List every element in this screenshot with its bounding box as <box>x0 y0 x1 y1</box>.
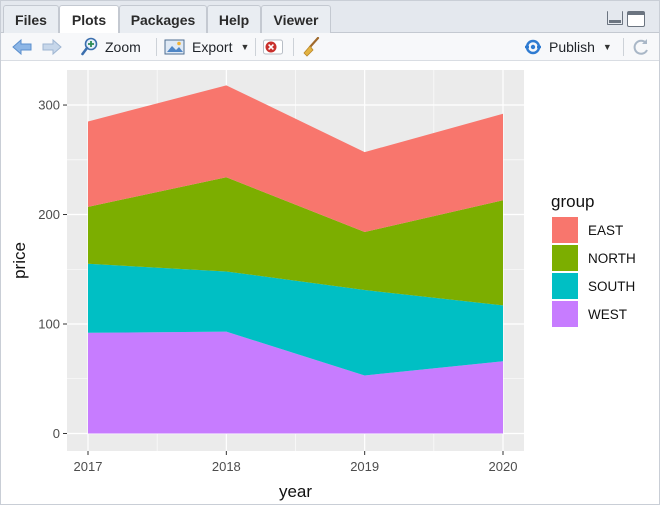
x-axis-title: year <box>279 482 312 501</box>
plot-viewer: 0 100 200 300 2017 2018 2019 2020 year price group… <box>1 62 659 504</box>
y-tick-label: 100 <box>38 317 60 332</box>
tab-bar: Files Plots Packages Help Viewer <box>1 1 659 34</box>
arrow-left-icon <box>12 38 32 56</box>
publish-label: Publish <box>549 39 595 55</box>
zoom-label: Zoom <box>105 39 141 55</box>
legend-label-west: WEST <box>588 307 627 322</box>
forward-button[interactable] <box>41 36 63 58</box>
y-tick-label: 0 <box>53 426 60 441</box>
y-axis-title: price <box>10 242 29 279</box>
x-tick-label: 2019 <box>350 459 379 474</box>
stacked-area-chart: 0 100 200 300 2017 2018 2019 2020 year price group… <box>10 70 636 501</box>
chevron-down-icon: ▼ <box>240 42 250 52</box>
refresh-button[interactable] <box>631 36 651 58</box>
area-series-west <box>88 331 503 434</box>
window-controls <box>607 11 645 27</box>
legend-label-north: NORTH <box>588 251 636 266</box>
plots-toolbar: Zoom Export ▼ <box>1 33 659 61</box>
legend-key-west <box>552 301 578 327</box>
legend-key-south <box>552 273 578 299</box>
toolbar-divider <box>156 38 157 56</box>
tab-viewer[interactable]: Viewer <box>261 5 331 33</box>
maximize-pane-icon[interactable] <box>627 11 645 27</box>
tab-files[interactable]: Files <box>3 5 59 33</box>
export-label: Export <box>192 39 233 55</box>
area-series-south <box>88 263 503 376</box>
remove-plot-button[interactable] <box>263 36 283 58</box>
remove-plot-icon <box>263 39 283 55</box>
legend-key-north <box>552 245 578 271</box>
legend-title: group <box>551 192 594 211</box>
area-series-east <box>88 85 503 233</box>
x-tick-label: 2018 <box>212 459 241 474</box>
legend-key-east <box>552 217 578 243</box>
export-image-icon <box>164 39 185 55</box>
toolbar-divider <box>623 38 624 56</box>
broom-icon <box>303 37 320 57</box>
tab-plots[interactable]: Plots <box>59 5 119 34</box>
export-button[interactable]: Export ▼ <box>164 36 249 58</box>
minimize-pane-icon[interactable] <box>607 11 623 25</box>
back-button[interactable] <box>11 36 33 58</box>
y-tick-label: 300 <box>38 98 60 113</box>
refresh-icon <box>633 39 648 55</box>
tab-packages[interactable]: Packages <box>119 5 207 33</box>
arrow-right-icon <box>42 38 62 56</box>
tab-help[interactable]: Help <box>207 5 261 33</box>
x-tick-label: 2020 <box>489 459 518 474</box>
publish-icon <box>525 39 541 55</box>
area-series-north <box>88 177 503 306</box>
chevron-down-icon: ▼ <box>602 42 612 52</box>
zoom-button[interactable]: Zoom <box>81 36 141 58</box>
x-tick-label: 2017 <box>74 459 103 474</box>
legend-label-east: EAST <box>588 223 623 238</box>
magnifier-icon <box>81 37 98 56</box>
publish-button[interactable]: Publish ▼ <box>523 36 612 58</box>
legend-label-south: SOUTH <box>588 279 635 294</box>
clear-all-plots-button[interactable] <box>301 36 321 58</box>
y-tick-label: 200 <box>38 207 60 222</box>
toolbar-divider <box>255 38 256 56</box>
toolbar-divider <box>293 38 294 56</box>
